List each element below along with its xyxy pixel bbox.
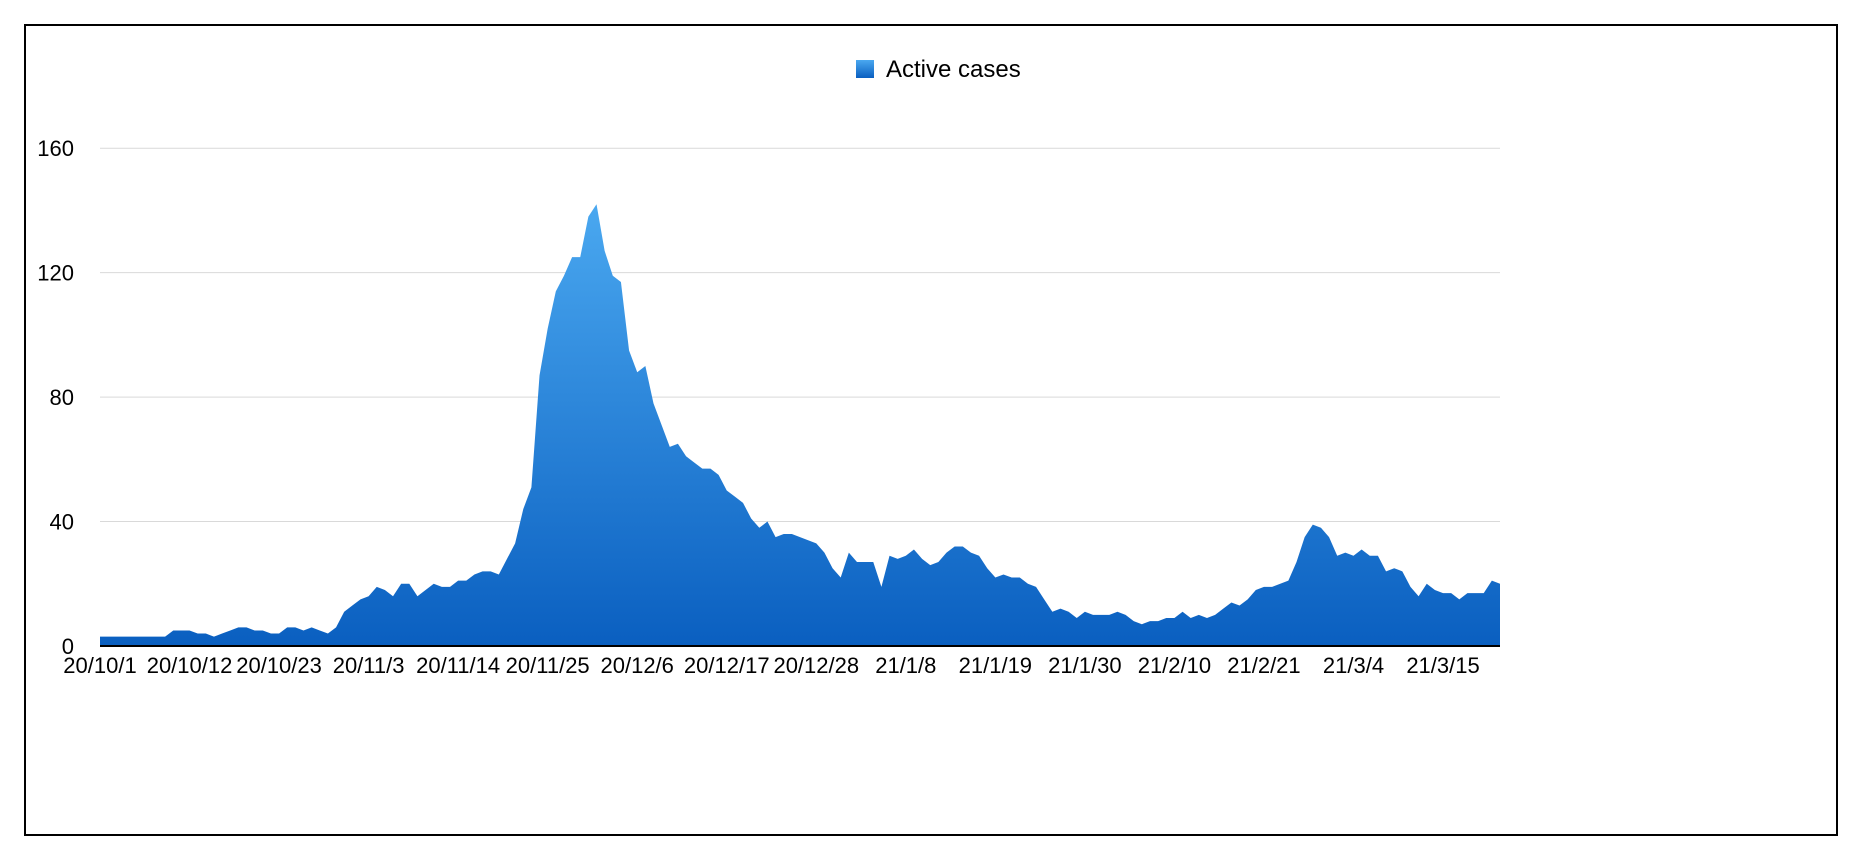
y-axis-labels: 0 40 80 120 160 [37, 136, 74, 659]
x-tick-label: 20/10/23 [236, 653, 322, 678]
area-chart: Active cases 0 40 80 120 160 20/10/1 20/10/12… [37, 56, 1500, 678]
legend: Active cases [856, 56, 1021, 83]
x-tick-label: 20/12/28 [773, 653, 859, 678]
legend-label: Active cases [886, 56, 1021, 83]
x-tick-label: 20/10/12 [147, 653, 233, 678]
x-tick-label: 20/10/1 [63, 653, 136, 678]
x-tick-label: 21/3/15 [1406, 653, 1479, 678]
x-tick-label: 20/12/6 [601, 653, 674, 678]
y-tick-label: 120 [37, 261, 74, 286]
y-tick-label: 40 [50, 510, 74, 535]
x-tick-label: 20/12/17 [684, 653, 770, 678]
x-tick-label: 21/3/4 [1323, 653, 1384, 678]
gridlines [100, 147, 1500, 523]
y-tick-label: 0 [62, 634, 74, 659]
x-tick-label: 21/1/30 [1048, 653, 1121, 678]
legend-swatch [856, 60, 874, 78]
x-tick-label: 21/2/21 [1227, 653, 1300, 678]
x-tick-label: 21/1/8 [875, 653, 936, 678]
x-tick-label: 20/11/14 [416, 653, 500, 678]
x-axis-labels: 20/10/1 20/10/12 20/10/23 20/11/3 20/11/14 20… [63, 653, 1479, 678]
y-tick-label: 160 [37, 136, 74, 161]
x-tick-label: 20/11/3 [333, 653, 405, 678]
y-tick-label: 80 [50, 385, 74, 410]
x-tick-label: 20/11/25 [506, 653, 590, 678]
series-area-active-cases [100, 204, 1500, 646]
x-tick-label: 21/2/10 [1138, 653, 1211, 678]
area-series [100, 204, 1500, 646]
chart-frame: Active cases 0 40 80 120 160 20/10/1 20/10/12… [24, 24, 1838, 836]
x-tick-label: 21/1/19 [959, 653, 1032, 678]
